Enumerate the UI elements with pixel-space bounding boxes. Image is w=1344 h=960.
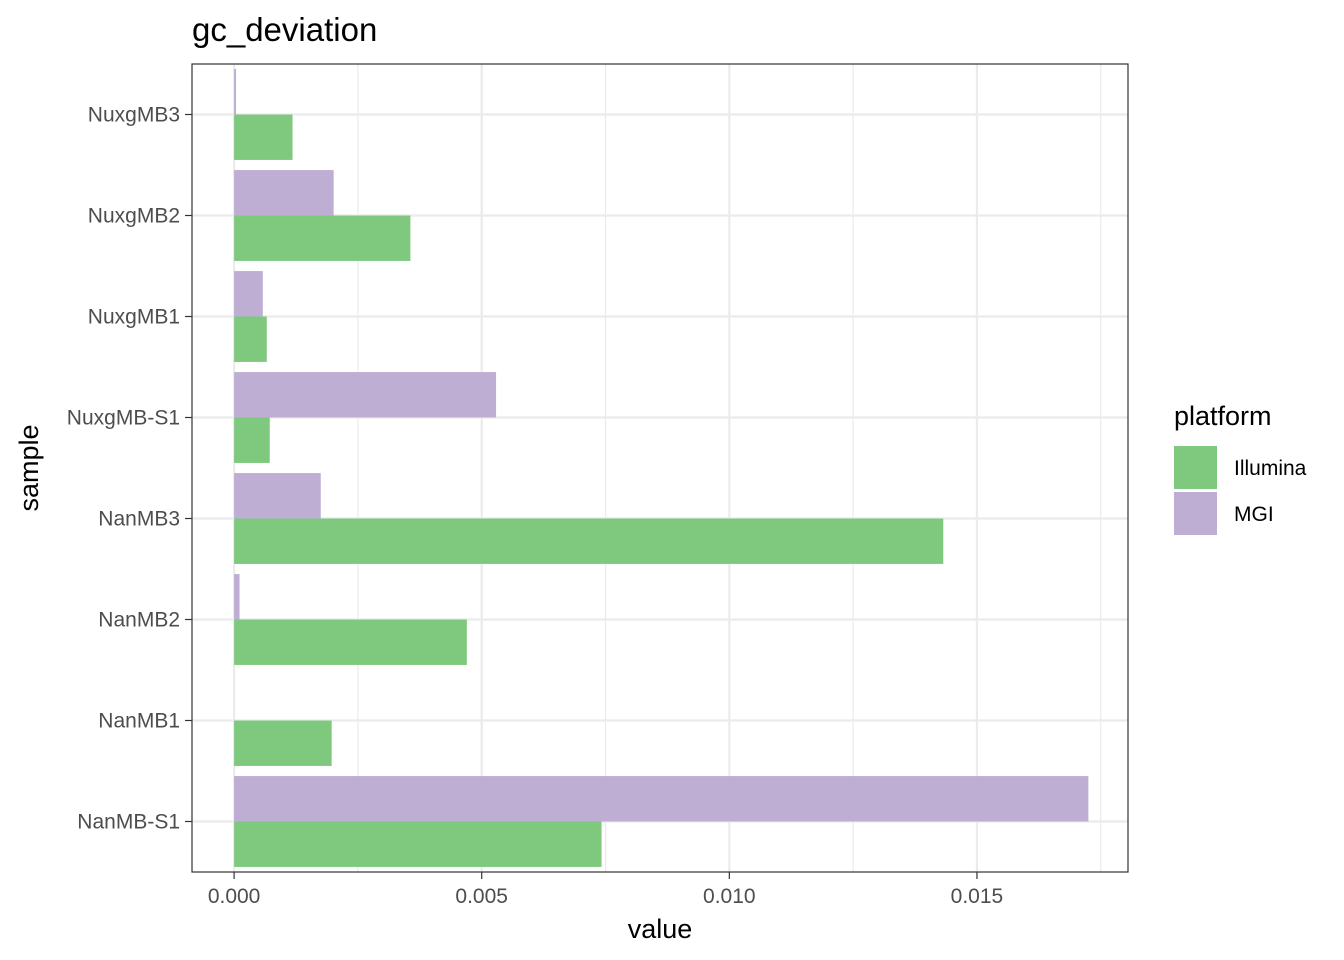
x-axis: 0.000 0.005 0.010 0.015 bbox=[208, 872, 1003, 908]
bar-mgi bbox=[234, 69, 237, 115]
x-tick-label: 0.010 bbox=[703, 885, 756, 908]
y-tick-label: NanMB3 bbox=[98, 508, 180, 531]
legend-key-illumina bbox=[1174, 446, 1217, 489]
bar-mgi bbox=[234, 271, 263, 317]
plot-border bbox=[191, 63, 1129, 873]
bar-mgi bbox=[234, 170, 334, 216]
bar-mgi bbox=[234, 574, 240, 620]
legend: platform Illumina MGI bbox=[1174, 401, 1307, 535]
bar-illumina bbox=[234, 821, 602, 867]
y-axis-title: sample bbox=[14, 424, 44, 511]
grid bbox=[192, 64, 1128, 872]
plot-background bbox=[192, 64, 1128, 872]
y-tick-label: NuxgMB1 bbox=[88, 306, 180, 329]
bars bbox=[234, 69, 1089, 867]
x-tick-label: 0.005 bbox=[455, 885, 508, 908]
y-axis: NuxgMB3 NuxgMB2 NuxgMB1 NuxgMB-S1 NanMB3 NanM… bbox=[67, 104, 192, 834]
bar-mgi bbox=[234, 776, 1089, 822]
bar-mgi bbox=[234, 473, 321, 519]
y-tick-label: NuxgMB3 bbox=[88, 104, 180, 127]
legend-key-mgi bbox=[1174, 492, 1217, 535]
bar-mgi bbox=[234, 372, 497, 418]
x-tick-label: 0.000 bbox=[208, 885, 261, 908]
x-tick-label: 0.015 bbox=[951, 885, 1004, 908]
bar-illumina bbox=[234, 114, 293, 160]
legend-label: MGI bbox=[1234, 503, 1274, 526]
chart-title: gc_deviation bbox=[192, 11, 377, 48]
bar-illumina bbox=[234, 316, 267, 362]
y-tick-label: NanMB1 bbox=[98, 710, 180, 733]
y-tick-label: NanMB2 bbox=[98, 609, 180, 632]
bar-illumina bbox=[234, 619, 467, 665]
bar-illumina bbox=[234, 215, 411, 261]
y-tick-label: NanMB-S1 bbox=[77, 811, 180, 834]
bar-illumina bbox=[234, 417, 270, 463]
bar-illumina bbox=[234, 518, 944, 564]
y-tick-label: NuxgMB2 bbox=[88, 205, 180, 228]
y-tick-label: NuxgMB-S1 bbox=[67, 407, 180, 430]
bar-illumina bbox=[234, 720, 332, 766]
legend-label: Illumina bbox=[1234, 457, 1307, 480]
legend-title: platform bbox=[1174, 401, 1272, 431]
x-axis-title: value bbox=[628, 914, 693, 944]
